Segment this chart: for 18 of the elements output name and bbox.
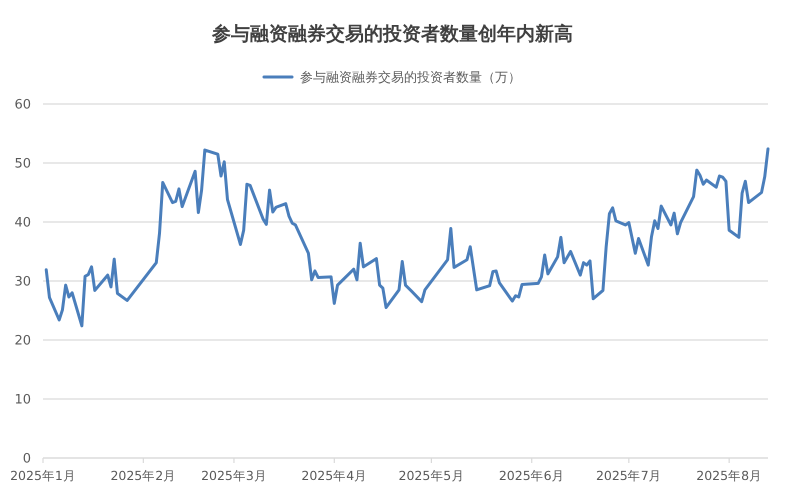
x-tick-label: 2025年8月 [696, 468, 762, 483]
y-tick-label: 30 [14, 274, 31, 290]
legend-label: 参与融资融券交易的投资者数量（万） [300, 70, 521, 86]
x-tick-label: 2025年6月 [498, 468, 565, 483]
x-tick-label: 2025年3月 [201, 468, 267, 483]
y-tick-label: 20 [14, 334, 31, 348]
y-tick-label: 50 [14, 156, 31, 172]
x-tick-label: 2025年5月 [398, 468, 464, 483]
y-tick-label: 0 [22, 452, 31, 466]
y-tick-label: 60 [14, 98, 31, 112]
x-tick-label: 2025年7月 [596, 468, 662, 483]
y-tick-label: 10 [14, 392, 31, 408]
x-tick-label: 2025年1月 [10, 468, 76, 483]
line-series [44, 147, 770, 328]
x-tick-label: 2025年2月 [110, 468, 176, 483]
x-tick-label: 2025年4月 [301, 468, 368, 483]
y-tick-label: 40 [14, 216, 31, 230]
chart-title: 参与融资融券交易的投资者数量创年内新高 [211, 23, 573, 45]
